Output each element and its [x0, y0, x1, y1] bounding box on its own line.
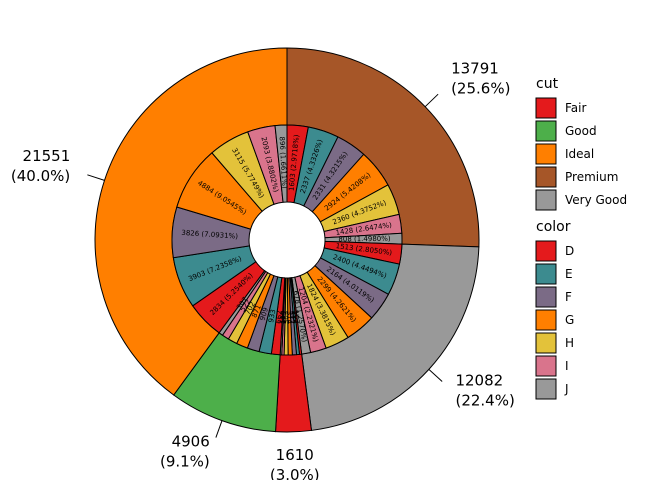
inner-label-good-d: 662	[275, 310, 284, 324]
legend-swatch-cut-premium	[535, 166, 557, 188]
legend-label-color-e: E	[565, 267, 573, 281]
legend-swatch-color-h	[535, 332, 557, 354]
outer-label-ideal: 21551 (40.0%)	[11, 147, 70, 185]
legend-swatch-color-d	[535, 240, 557, 262]
inner-label-good-e: 933	[267, 309, 277, 324]
legend-label-cut-ideal: Ideal	[565, 147, 594, 161]
leader-line-premium	[424, 93, 439, 108]
inner-label-fair-f: 312	[288, 310, 297, 324]
legend-label-color-d: D	[565, 244, 574, 258]
legends: cut Fair Good Ideal Premium Very Good color DEF…	[535, 76, 627, 400]
outer-label-fair: 1610 (3.0%)	[270, 446, 320, 480]
leader-line-good	[215, 420, 223, 438]
legend-swatch-cut-fair	[535, 97, 557, 119]
legend-label-cut-premium: Premium	[565, 170, 618, 184]
legend-label-cut-fair: Fair	[565, 101, 586, 115]
legend-title-cut: cut	[536, 76, 559, 92]
leader-line-very-good	[428, 368, 443, 382]
legend-swatch-cut-ideal	[535, 143, 557, 165]
legend-label-color-h: H	[565, 336, 574, 350]
legend-swatch-cut-good	[535, 120, 557, 142]
inner-label-fair-h: 303	[282, 311, 290, 324]
inner-label-fair-g: 314	[285, 311, 293, 325]
outer-labels: 13791 (25.6%) 12082 (22.4%) 1610 (3.0%) 4906 (9…	[11, 60, 515, 480]
legend-label-color-g: G	[565, 313, 574, 327]
legend-swatch-cut-very-good	[535, 189, 557, 211]
legend-title-color: color	[536, 219, 571, 235]
legend-swatch-color-j	[535, 378, 557, 400]
outer-label-premium: 13791 (25.6%)	[451, 60, 510, 98]
inner-slice-ideal-j	[274, 124, 288, 203]
legend-swatch-color-i	[535, 355, 557, 377]
inner-ring	[171, 124, 403, 356]
inner-label-ideal-j: 896 (1.6611%)	[278, 136, 289, 189]
legend-label-color-f: F	[565, 290, 572, 304]
legend-label-cut-good: Good	[565, 124, 597, 138]
inner-label-premium-j: 808 (1.4980%)	[338, 235, 391, 244]
inner-label-ideal-f: 3826 (7.0931%)	[181, 229, 238, 241]
inner-label-fair-i: 175	[280, 311, 288, 325]
legend-label-color-i: I	[565, 359, 569, 373]
legend-swatch-color-e	[535, 263, 557, 285]
outer-label-very-good: 12082 (22.4%)	[455, 372, 514, 410]
leader-line-ideal	[87, 174, 105, 181]
outer-ring	[94, 47, 480, 433]
inner-label-fair-j: 119	[279, 311, 288, 325]
legend-swatch-color-g	[535, 309, 557, 331]
inner-label-fair-d: 163	[291, 310, 301, 324]
legend-swatch-color-f	[535, 286, 557, 308]
legend-label-cut-very-good: Very Good	[565, 193, 627, 207]
legend-label-color-j: J	[564, 382, 569, 396]
outer-label-good: 4906 (9.1%)	[160, 433, 210, 471]
inner-label-good-f: 909	[258, 307, 270, 322]
inner-label-fair-e: 224	[290, 310, 299, 325]
